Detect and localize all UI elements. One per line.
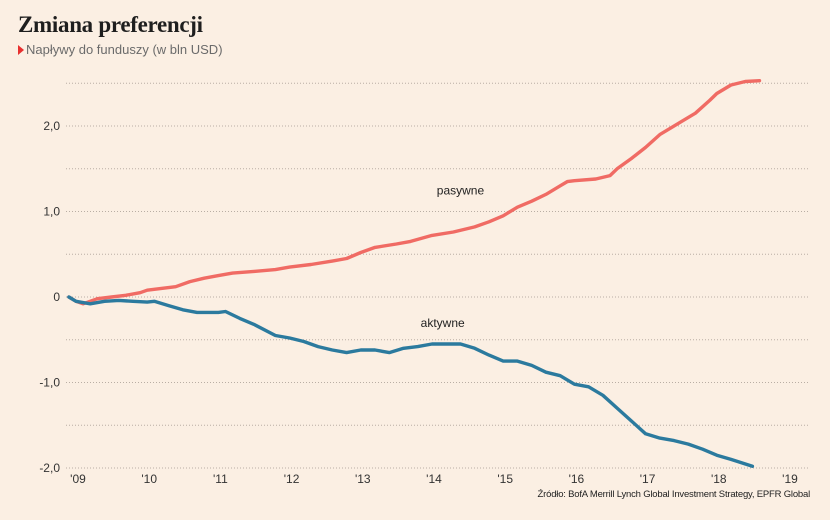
- subtitle-text: Napływy do funduszy (w bln USD): [26, 42, 223, 57]
- x-tick-label: '19: [782, 472, 798, 486]
- series-label-pasywne: pasywne: [437, 183, 485, 197]
- x-tick-label: '10: [141, 472, 157, 486]
- series-line-aktywne: [67, 295, 755, 468]
- y-tick-label: -2,0: [39, 461, 60, 475]
- source-note: Źródło: BofA Merrill Lynch Global Invest…: [537, 489, 811, 500]
- x-tick-label: '14: [426, 472, 442, 486]
- x-tick-label: '13: [355, 472, 371, 486]
- y-tick-label: 2,0: [43, 119, 60, 133]
- x-tick-label: '16: [569, 472, 585, 486]
- chart-subtitle: Napływy do funduszy (w bln USD): [18, 42, 223, 57]
- x-tick-label: '15: [497, 472, 513, 486]
- triangle-marker-icon: [18, 44, 24, 55]
- y-tick-label: -1,0: [39, 376, 60, 390]
- series-line-pasywne: [67, 79, 762, 306]
- y-tick-label: 1,0: [43, 205, 60, 219]
- y-tick-label: 0: [53, 290, 60, 304]
- x-tick-label: '18: [711, 472, 727, 486]
- chart-title: Zmiana preferencji: [18, 12, 203, 37]
- x-tick-label: '11: [213, 472, 228, 486]
- x-tick-label: '12: [284, 472, 300, 486]
- series-label-aktywne: aktywne: [421, 316, 465, 330]
- x-tick-label: '09: [70, 472, 86, 486]
- x-tick-label: '17: [640, 472, 656, 486]
